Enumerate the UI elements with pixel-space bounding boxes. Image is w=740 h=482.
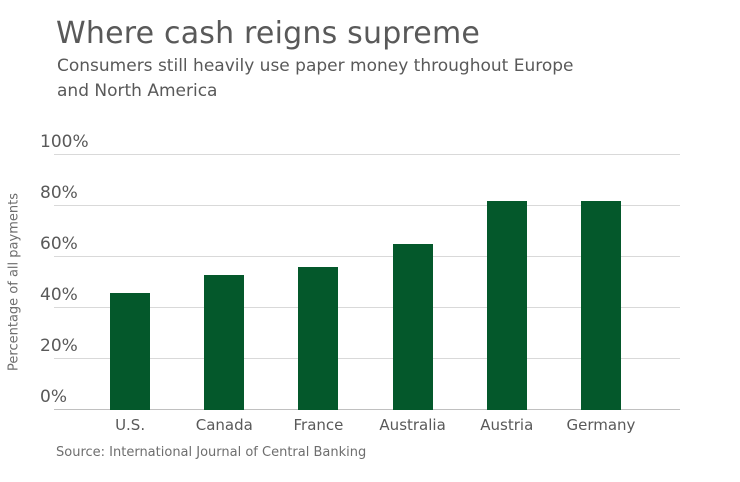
x-tick-label: Germany <box>566 416 636 434</box>
gridline <box>54 154 680 155</box>
bar <box>392 244 433 410</box>
bar <box>110 292 151 410</box>
x-axis-labels: U.S. Canada France Australia Austria Germany <box>83 416 648 434</box>
y-tick-label: 40% <box>40 285 78 306</box>
y-tick-label: 0% <box>40 387 67 408</box>
bar-column <box>460 155 554 410</box>
x-tick-label: U.S. <box>115 416 146 434</box>
source-note: Source: International Journal of Central… <box>56 445 367 460</box>
x-tick-label: Australia <box>379 416 446 434</box>
y-axis-title: Percentage of all payments <box>6 193 22 371</box>
y-tick-label: 100% <box>40 132 89 153</box>
x-tick-label: Canada <box>195 416 253 434</box>
x-tick-label: France <box>293 416 344 434</box>
gridline <box>54 256 680 257</box>
bar <box>486 200 527 410</box>
chart-title: Where cash reigns supreme <box>56 16 481 51</box>
bar-column <box>177 155 271 410</box>
bar <box>580 200 621 410</box>
y-tick-label: 80% <box>40 183 78 204</box>
bar-column <box>83 155 177 410</box>
bars-layer <box>83 155 648 410</box>
gridline <box>54 205 680 206</box>
bar-column <box>366 155 460 410</box>
x-tick-label: Austria <box>480 416 534 434</box>
bar-column <box>271 155 365 410</box>
gridline <box>54 358 680 359</box>
gridline <box>54 307 680 308</box>
y-tick-label: 20% <box>40 336 78 357</box>
x-axis-line <box>54 409 680 410</box>
chart-subtitle: Consumers still heavily use paper money … <box>57 56 574 101</box>
bar <box>204 274 245 410</box>
bar <box>298 267 339 410</box>
y-tick-label: 60% <box>40 234 78 255</box>
bar-column <box>554 155 648 410</box>
plot-area: 0% 20% 40% 60% 80% 100% <box>40 133 680 410</box>
